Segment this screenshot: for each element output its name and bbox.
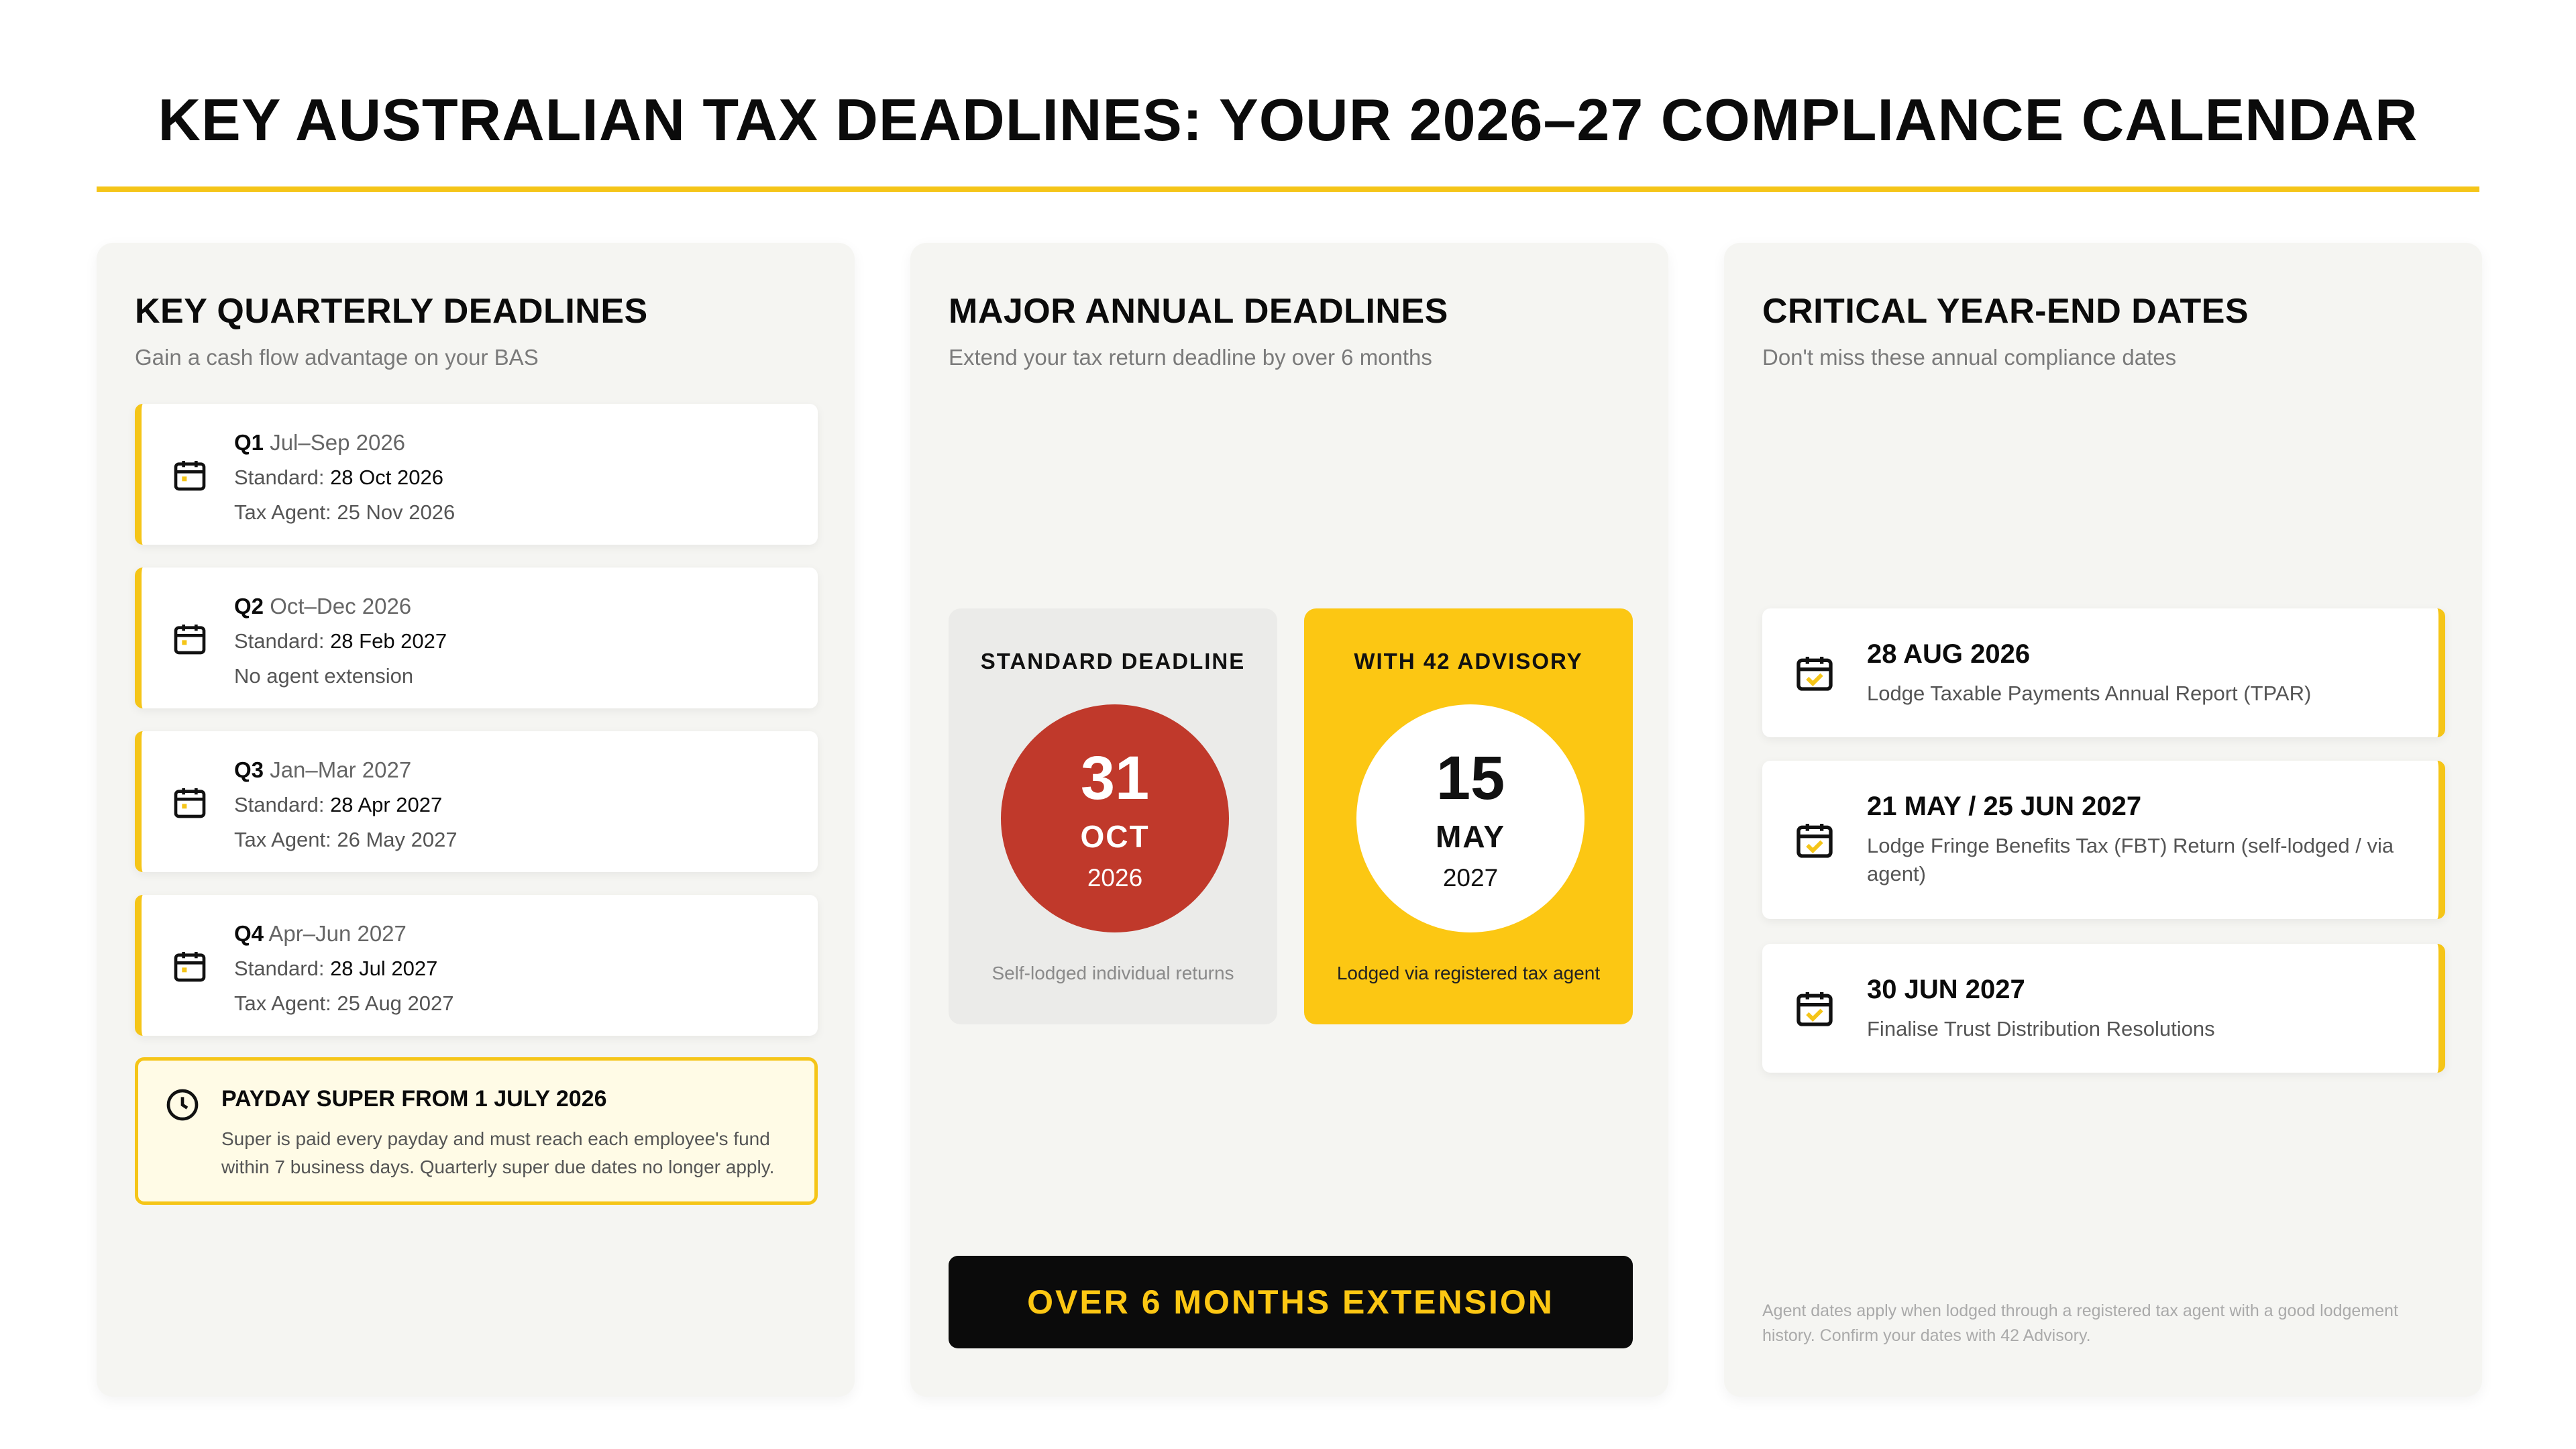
quarter-period: Oct–Dec 2026: [270, 594, 412, 619]
advisory-deadline-label: WITH 42 ADVISORY: [1354, 649, 1583, 674]
standard-date: 28 Apr 2027: [330, 793, 443, 816]
calendar-check-icon: [1796, 992, 1833, 1026]
advisory-deadline-box: WITH 42 ADVISORY 15 MAY 2027 Lodged via …: [1304, 608, 1633, 1024]
advisory-date-circle: 15 MAY 2027: [1356, 704, 1585, 932]
quarter-text: Q4 Apr–Jun 2027 Standard: 28 Jul 2027 Ta…: [234, 916, 454, 1021]
yearend-desc: Lodge Fringe Benefits Tax (FBT) Return (…: [1867, 834, 2394, 885]
calendar-icon: [174, 952, 206, 982]
footnote: Agent dates apply when lodged through a …: [1762, 1301, 2398, 1345]
quarter-label: Q2: [234, 594, 264, 619]
agent-date: Tax Agent: 25 Nov 2026: [234, 500, 455, 524]
yearend-desc: Finalise Trust Distribution Resolutions: [1867, 1017, 2215, 1040]
advisory-note: Lodged via registered tax agent: [1336, 963, 1601, 983]
annual-panel: MAJOR ANNUAL DEADLINES Extend your tax r…: [910, 243, 1668, 1397]
calendar-icon: [174, 461, 206, 491]
quarterly-subtitle: Gain a cash flow advantage on your BAS: [135, 345, 539, 370]
annual-subtitle: Extend your tax return deadline by over …: [949, 345, 1432, 370]
payday-body: Super is paid every payday and must reac…: [221, 1128, 775, 1177]
yearend-date: 30 JUN 2027: [1867, 975, 2025, 1004]
standard-date: 28 Oct 2026: [330, 466, 443, 489]
standard-label: Standard:: [234, 466, 325, 489]
date-day: 15: [1436, 744, 1505, 812]
date-day: 31: [1080, 744, 1150, 812]
agent-date: Tax Agent: 25 Aug 2027: [234, 991, 454, 1015]
calendar-icon: [174, 625, 206, 655]
yearend-title: CRITICAL YEAR-END DATES: [1762, 292, 2249, 331]
standard-date: 28 Feb 2027: [330, 629, 447, 653]
annual-title: MAJOR ANNUAL DEADLINES: [949, 292, 1448, 331]
quarterly-title: KEY QUARTERLY DEADLINES: [135, 292, 648, 331]
date-month: OCT: [1080, 819, 1150, 854]
date-year: 2027: [1442, 864, 1499, 892]
quarter-period: Apr–Jun 2027: [268, 921, 407, 946]
standard-label: Standard:: [234, 793, 325, 816]
yearend-card-fbt: 21 MAY / 25 JUN 2027 Lodge Fringe Benefi…: [1762, 761, 2445, 919]
quarter-card-q1: Q1 Jul–Sep 2026 Standard: 28 Oct 2026 Ta…: [135, 404, 818, 545]
yearend-date: 28 AUG 2026: [1867, 639, 2031, 669]
quarter-period: Jul–Sep 2026: [270, 430, 406, 455]
title-divider: [97, 186, 2479, 192]
calendar-check-icon: [1796, 657, 1833, 691]
quarterly-panel: KEY QUARTERLY DEADLINES Gain a cash flow…: [97, 243, 855, 1397]
extension-banner: OVER 6 MONTHS EXTENSION: [949, 1256, 1633, 1348]
standard-date-circle: 31 OCT 2026: [1001, 704, 1229, 932]
quarter-label: Q1: [234, 430, 264, 455]
calendar-icon: [174, 788, 206, 818]
quarter-card-q3: Q3 Jan–Mar 2027 Standard: 28 Apr 2027 Ta…: [135, 731, 818, 872]
quarter-text: Q3 Jan–Mar 2027 Standard: 28 Apr 2027 Ta…: [234, 753, 458, 857]
standard-deadline-box: STANDARD DEADLINE 31 OCT 2026 Self-lodge…: [949, 608, 1277, 1024]
standard-label: Standard:: [234, 957, 325, 980]
yearend-card-tpar: 28 AUG 2026 Lodge Taxable Payments Annua…: [1762, 608, 2445, 737]
yearend-desc: Lodge Taxable Payments Annual Report (TP…: [1867, 682, 2312, 705]
quarter-card-q4: Q4 Apr–Jun 2027 Standard: 28 Jul 2027 Ta…: [135, 895, 818, 1036]
yearend-card-trust: 30 JUN 2027 Finalise Trust Distribution …: [1762, 944, 2445, 1073]
quarter-label: Q4: [234, 921, 264, 946]
standard-note: Self-lodged individual returns: [991, 963, 1234, 983]
quarter-text: Q2 Oct–Dec 2026 Standard: 28 Feb 2027 No…: [234, 589, 447, 694]
standard-label: Standard:: [234, 629, 325, 653]
quarter-period: Jan–Mar 2027: [270, 757, 412, 782]
page-title: KEY AUSTRALIAN TAX DEADLINES: YOUR 2026–…: [158, 87, 2418, 153]
agent-date: Tax Agent: 26 May 2027: [234, 828, 458, 851]
quarter-card-q2: Q2 Oct–Dec 2026 Standard: 28 Feb 2027 No…: [135, 568, 818, 708]
payday-super-notice: PAYDAY SUPER FROM 1 JULY 2026 Super is p…: [135, 1057, 818, 1205]
date-month: MAY: [1436, 819, 1505, 854]
date-year: 2026: [1087, 864, 1143, 892]
standard-deadline-label: STANDARD DEADLINE: [980, 649, 1246, 674]
yearend-panel: CRITICAL YEAR-END DATES Don't miss these…: [1724, 243, 2482, 1397]
standard-date: 28 Jul 2027: [330, 957, 438, 980]
yearend-date: 21 MAY / 25 JUN 2027: [1867, 792, 2142, 821]
clock-icon: [166, 1089, 199, 1121]
quarter-label: Q3: [234, 757, 264, 782]
payday-title: PAYDAY SUPER FROM 1 JULY 2026: [221, 1086, 607, 1112]
agent-date: No agent extension: [234, 664, 414, 688]
calendar-check-icon: [1796, 824, 1833, 858]
quarter-text: Q1 Jul–Sep 2026 Standard: 28 Oct 2026 Ta…: [234, 425, 455, 530]
yearend-subtitle: Don't miss these annual compliance dates: [1762, 345, 2177, 370]
